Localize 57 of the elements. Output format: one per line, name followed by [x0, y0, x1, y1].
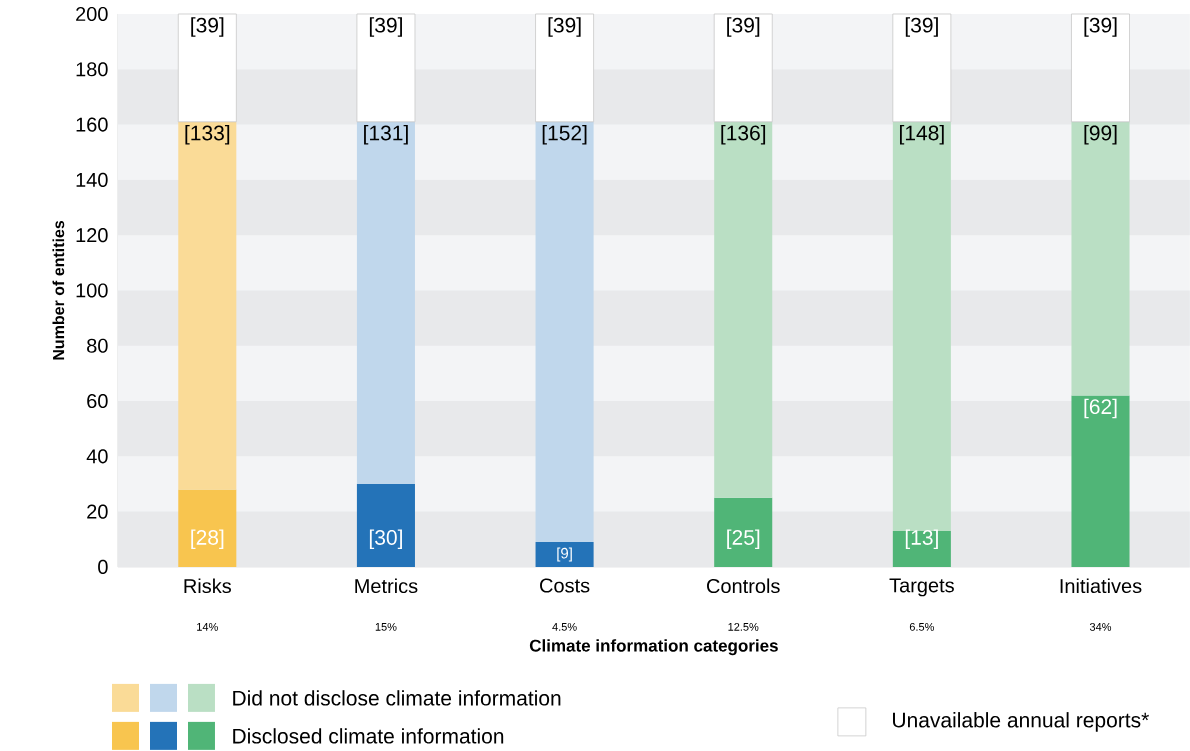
bar [714, 121, 773, 498]
bar [178, 121, 237, 490]
bar [714, 497, 773, 567]
bar [892, 531, 951, 567]
data-label: [25] [727, 529, 760, 550]
y-axis-title: Number of entities [52, 220, 65, 360]
x-tick-label: Metrics [355, 578, 418, 594]
data-label: [131] [364, 125, 408, 145]
data-label: [39] [191, 17, 224, 37]
data-label: [39] [548, 17, 581, 37]
y-tick-label: 160 [76, 117, 108, 132]
data-label: [152] [542, 125, 587, 145]
y-tick-label: 180 [76, 62, 108, 77]
text: 34% [1089, 623, 1112, 631]
bar [356, 121, 415, 485]
data-label: [13] [905, 529, 938, 550]
legend-label: Unavailable annual reports* [893, 712, 1149, 732]
bar [535, 121, 594, 543]
legend-label: Disclosed climate information [233, 728, 504, 744]
y-tick-label: 40 [86, 449, 108, 464]
y-tick-label: 140 [76, 172, 108, 187]
y-tick-label: 60 [87, 394, 108, 409]
data-label: [148] [900, 125, 944, 145]
data-label: [30] [369, 529, 402, 550]
x-tick-label: Initiatives [1060, 578, 1142, 594]
x-tick-label: Controls [707, 578, 780, 594]
y-tick-label: 0 [98, 559, 108, 575]
data-label: [39] [1084, 17, 1117, 37]
data-label: [133] [185, 125, 230, 145]
text: 12.5% [728, 623, 759, 631]
text: 4.5% [552, 623, 577, 631]
data-label: [99] [1084, 125, 1117, 145]
text: 14% [197, 623, 218, 631]
data-label: [28] [191, 529, 224, 550]
y-tick-label: 80 [87, 338, 108, 353]
y-tick-label: 20 [87, 504, 108, 519]
text: 6.5% [909, 623, 934, 631]
x-tick-label: Targets [889, 578, 954, 597]
data-label: [62] [1084, 398, 1117, 419]
x-tick-label: Risks [184, 578, 231, 594]
bar [1071, 121, 1130, 396]
x-tick-label: Costs [540, 578, 590, 593]
y-tick-label: 120 [76, 228, 108, 243]
x-axis-title: Climate information categories [529, 639, 778, 656]
data-label: [39] [727, 17, 760, 37]
y-tick-label: 200 [76, 6, 108, 22]
text: 15% [375, 623, 397, 631]
data-label: [9] [557, 547, 572, 562]
data-label: [136] [721, 125, 766, 145]
data-label: [39] [369, 17, 402, 37]
y-tick-label: 100 [76, 283, 108, 298]
legend-label: Did not disclose climate information [233, 690, 561, 706]
bar [1071, 395, 1130, 567]
bar [535, 542, 594, 567]
data-label: [39] [905, 17, 938, 37]
bar [178, 489, 237, 567]
bar [356, 484, 415, 567]
